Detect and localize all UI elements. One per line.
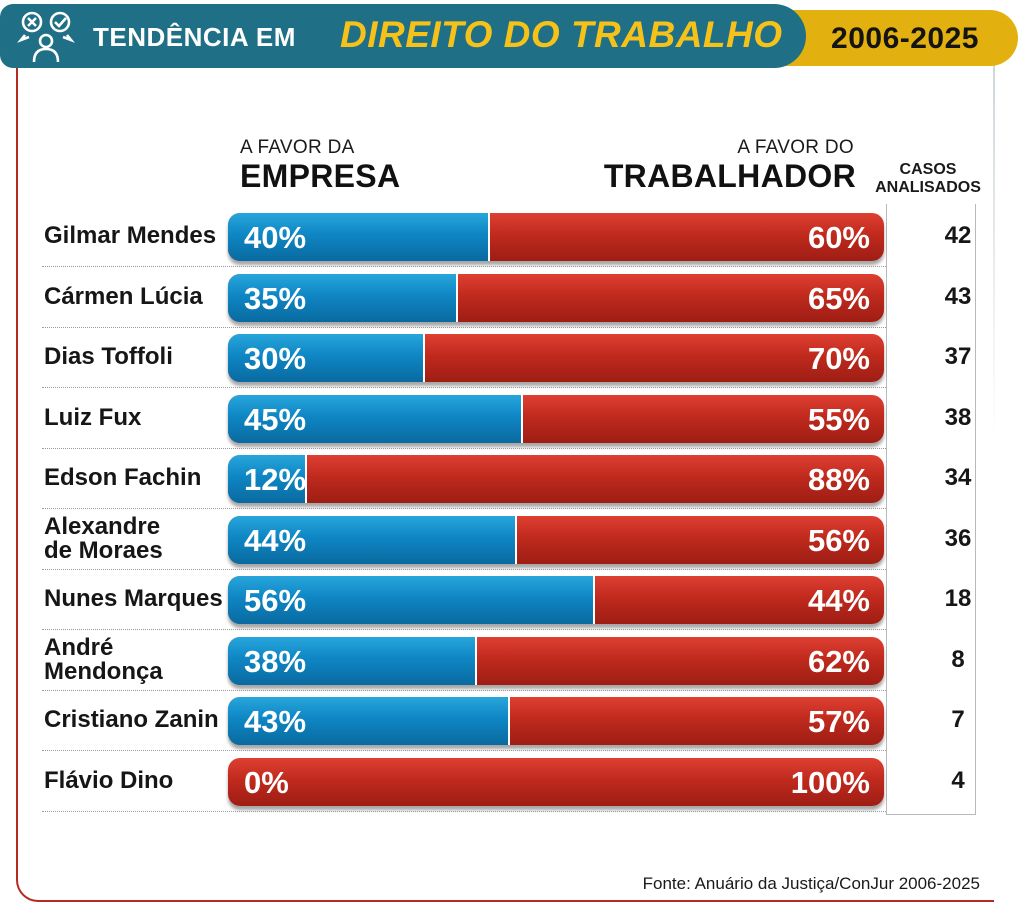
category-label: Cármen Lúcia [44, 282, 203, 310]
category-label: Dias Toffoli [44, 343, 173, 370]
trabalhador-header-small: A FAVOR DO [737, 137, 854, 158]
data-label-empresa: 35% [244, 280, 307, 316]
bar-empresa [228, 636, 477, 685]
casos-column-box [886, 204, 976, 815]
bar-track: 43% 57% [228, 697, 884, 745]
title-prefix: TENDÊNCIA EM [93, 22, 296, 52]
row-divider [42, 629, 886, 630]
category-label: Cristiano Zanin [44, 706, 219, 733]
bar-empresa [228, 273, 458, 322]
bar-track: 40% 60% [228, 213, 884, 261]
chart-row: Edson Fachin 12% 88% 34 [42, 448, 971, 509]
empresa-header-small: A FAVOR DA [240, 137, 355, 158]
row-divider [42, 750, 886, 751]
chart-row: Luiz Fux 45% 55% 38 [42, 388, 971, 449]
row-divider [42, 689, 886, 691]
bar-trabalhador [307, 455, 884, 503]
category-label: André Mendonça [44, 633, 163, 685]
chart-row: Cármen Lúcia 35% 65% 43 [42, 267, 971, 328]
data-label-empresa: 12% [244, 462, 307, 497]
bar-track: 30% 70% [228, 334, 884, 382]
bar-track: 0% 100% [228, 757, 884, 806]
row-divider [42, 447, 886, 449]
chart-row: Gilmar Mendes 40% 60% 42 [42, 206, 971, 267]
data-label-empresa: 0% [244, 764, 289, 800]
casos-value: 42 [944, 222, 972, 249]
row-divider [42, 508, 886, 509]
bar-empresa [228, 455, 307, 503]
chart-row: André Mendonça 38% 62% 8 [42, 630, 965, 691]
bar-track: 12% 88% [228, 455, 884, 503]
chart-row: Cristiano Zanin 43% 57% 7 [42, 690, 965, 751]
casos-value: 43 [944, 282, 972, 310]
data-label-trabalhador: 44% [807, 583, 870, 618]
data-label-trabalhador: 88% [807, 462, 870, 497]
chart-title: DIREITO DO TRABALHO [340, 14, 783, 55]
bar-trabalhador [228, 758, 884, 806]
chart-row: Dias Toffoli 30% 70% 37 [42, 327, 971, 388]
row-divider [42, 387, 886, 388]
bar-track: 56% 44% [228, 576, 884, 624]
data-label-empresa: 43% [244, 704, 307, 739]
casos-value: 36 [944, 524, 972, 552]
data-label-empresa: 44% [244, 522, 307, 558]
data-label-trabalhador: 100% [790, 764, 870, 800]
data-label-trabalhador: 57% [807, 704, 870, 739]
casos-value: 38 [944, 403, 972, 431]
casos-header: CASOS ANALISADOS [875, 161, 981, 196]
bar-empresa [228, 576, 595, 624]
bar-track: 45% 55% [228, 394, 884, 443]
bar-empresa [228, 213, 490, 261]
data-label-empresa: 30% [244, 341, 307, 376]
title-banner [0, 4, 806, 68]
category-label: Nunes Marques [44, 585, 223, 612]
bar-track: 44% 56% [228, 515, 884, 564]
data-label-trabalhador: 70% [807, 341, 870, 376]
bar-empresa [228, 394, 523, 443]
data-label-empresa: 45% [244, 401, 307, 437]
chart-row: Alexandre de Moraes 44% 56% 36 [42, 509, 971, 570]
chart-frame [16, 30, 994, 902]
row-divider [42, 810, 886, 812]
period-label: 2006-2025 [831, 22, 979, 55]
casos-value: 8 [951, 645, 965, 673]
data-label-empresa: 38% [244, 643, 307, 679]
data-label-empresa: 56% [244, 583, 307, 618]
chart-row: Nunes Marques 56% 44% 18 [42, 569, 971, 630]
data-label-trabalhador: 62% [807, 643, 870, 679]
category-label: Alexandre de Moraes [44, 512, 163, 564]
bar-track: 38% 62% [228, 636, 884, 685]
data-label-trabalhador: 55% [807, 401, 870, 437]
bar-empresa [228, 334, 425, 382]
category-label: Luiz Fux [44, 403, 142, 431]
row-divider [42, 266, 886, 267]
row-divider [42, 568, 886, 570]
empresa-header: EMPRESA [240, 158, 401, 194]
data-label-trabalhador: 56% [807, 522, 870, 558]
casos-value: 7 [951, 706, 965, 733]
data-label-trabalhador: 60% [807, 220, 870, 255]
bar-empresa [228, 697, 510, 745]
casos-value: 18 [944, 585, 972, 612]
category-label: Flávio Dino [44, 766, 174, 794]
row-divider [42, 326, 886, 328]
category-label: Gilmar Mendes [44, 222, 217, 249]
casos-value: 4 [951, 766, 965, 794]
casos-value: 37 [944, 343, 972, 370]
source-note: Fonte: Anuário da Justiça/ConJur 2006-20… [642, 874, 980, 893]
trabalhador-header: TRABALHADOR [603, 158, 856, 194]
data-label-trabalhador: 65% [807, 280, 870, 316]
opinion-icon [17, 11, 75, 63]
data-label-empresa: 40% [244, 220, 307, 255]
frame-right-edge [993, 60, 995, 440]
bar-empresa [228, 515, 517, 564]
category-label: Edson Fachin [44, 464, 202, 491]
bar-track: 35% 65% [228, 273, 884, 322]
chart-row: Flávio Dino 0% 100% 4 [42, 751, 965, 812]
casos-value: 34 [944, 464, 972, 491]
